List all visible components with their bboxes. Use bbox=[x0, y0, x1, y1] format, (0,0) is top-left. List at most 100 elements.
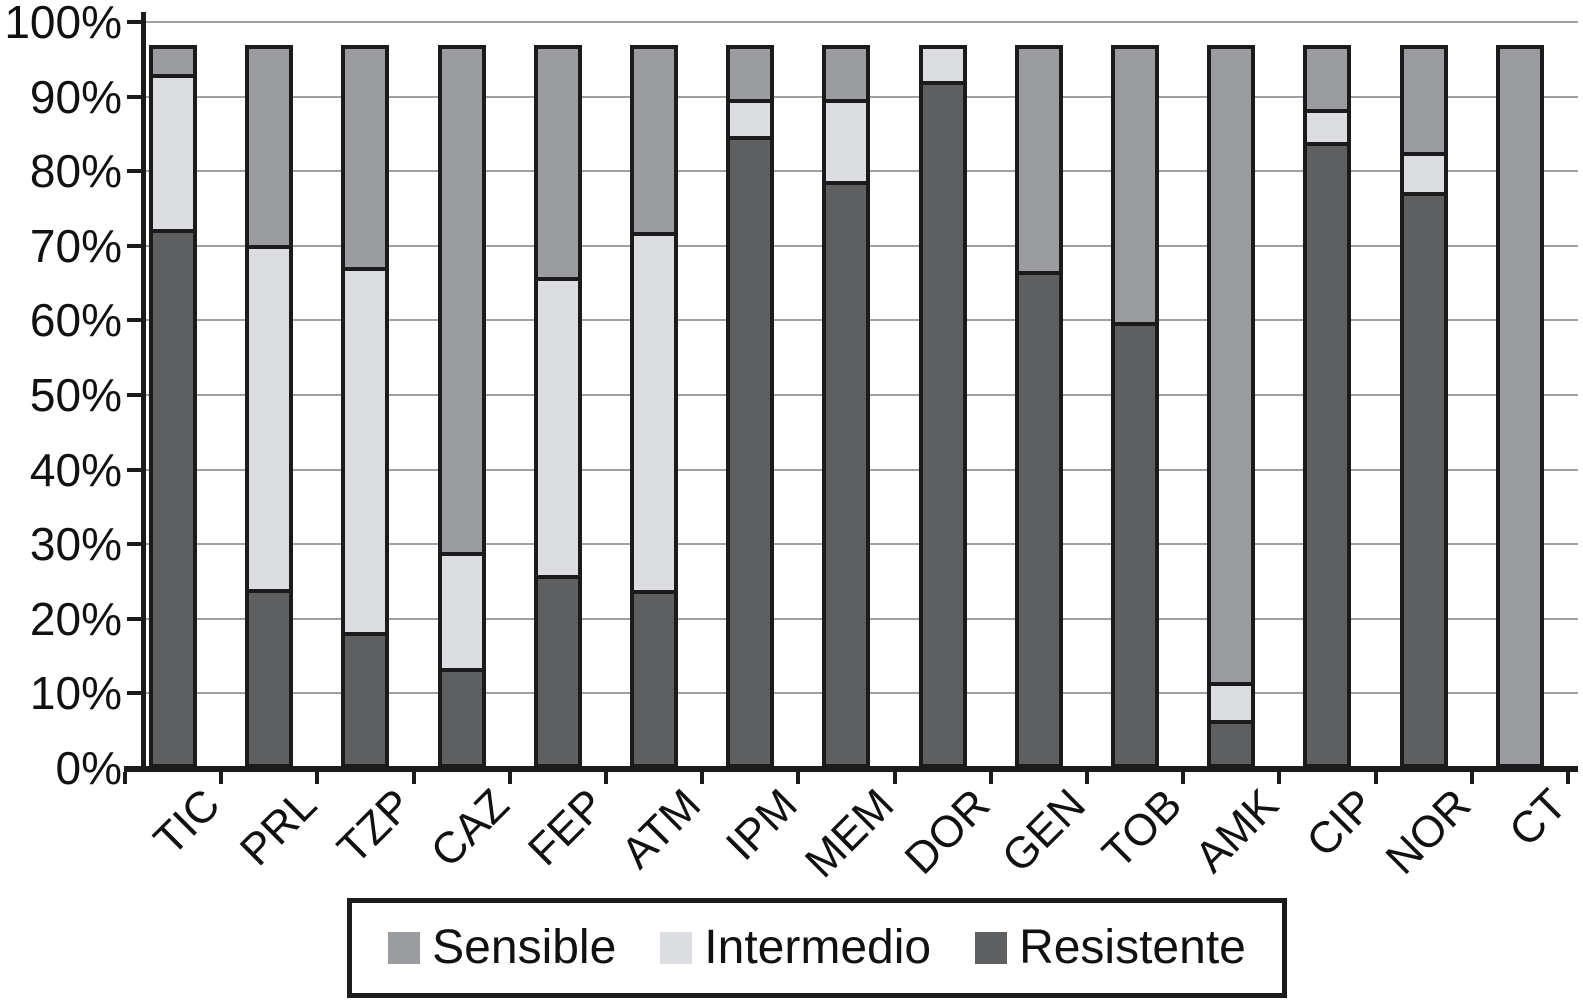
bar-CAZ bbox=[437, 45, 486, 768]
y-axis-tick bbox=[127, 318, 144, 323]
y-axis-label: 70% bbox=[29, 219, 122, 272]
bar-TOB bbox=[1111, 45, 1159, 768]
x-axis-label-FEP: FEP bbox=[519, 779, 615, 876]
bar-CAZ-intermedio-segment bbox=[441, 552, 482, 669]
y-axis-tick bbox=[127, 393, 144, 397]
bar-PRL-resistente-segment bbox=[249, 589, 290, 764]
x-axis-label-AMK: AMK bbox=[1185, 779, 1288, 882]
y-axis-tick bbox=[127, 20, 144, 24]
y-axis-tick bbox=[127, 616, 144, 621]
bar-AMK bbox=[1207, 45, 1256, 768]
y-axis-label: 0% bbox=[55, 742, 122, 794]
bar-MEM-intermedio-segment bbox=[826, 99, 867, 181]
bar-CIP-resistente-segment bbox=[1307, 142, 1348, 764]
x-axis-tick bbox=[700, 772, 705, 784]
bar-ATM-intermedio-segment bbox=[634, 231, 674, 591]
bar-TZP-sensible-segment bbox=[345, 49, 386, 268]
bar-MEM bbox=[822, 45, 871, 768]
x-axis-tick bbox=[315, 772, 320, 784]
x-axis-label-IPM: IPM bbox=[716, 779, 807, 870]
x-axis-label-DOR: DOR bbox=[895, 779, 1000, 884]
x-axis-tick bbox=[219, 772, 224, 784]
bar-TZP-intermedio-segment bbox=[345, 267, 386, 633]
x-axis-label-TZP: TZP bbox=[328, 779, 422, 874]
bar-GEN-sensible-segment bbox=[1018, 49, 1059, 272]
legend-item-sensible: Sensible bbox=[388, 924, 616, 972]
x-axis-tick bbox=[122, 772, 127, 784]
y-axis-label: 90% bbox=[29, 70, 122, 123]
x-axis-tick bbox=[603, 772, 608, 784]
bar-TIC-resistente-segment bbox=[153, 228, 193, 764]
x-axis-label-CT: CT bbox=[1500, 779, 1577, 857]
gridline-100 bbox=[143, 21, 1578, 23]
x-axis-tick bbox=[1084, 772, 1089, 784]
bar-GEN bbox=[1014, 45, 1063, 768]
x-axis-tick bbox=[1277, 772, 1282, 784]
y-axis-tick bbox=[127, 169, 144, 174]
y-axis-label: 100% bbox=[4, 0, 122, 48]
bar-NOR bbox=[1399, 45, 1448, 768]
legend-label-sensible: Sensible bbox=[432, 921, 617, 974]
x-axis-label-NOR: NOR bbox=[1376, 779, 1481, 884]
bar-CT bbox=[1495, 45, 1544, 768]
bar-IPM-intermedio-segment bbox=[730, 99, 771, 136]
bar-CAZ-sensible-segment bbox=[441, 49, 482, 553]
y-axis-label: 10% bbox=[29, 667, 122, 720]
y-axis-label: 30% bbox=[29, 518, 122, 571]
x-axis-tick bbox=[892, 772, 897, 784]
bar-MEM-sensible-segment bbox=[826, 49, 867, 100]
x-axis-tick bbox=[507, 772, 512, 784]
bar-ATM bbox=[630, 45, 678, 768]
x-axis-label-GEN: GEN bbox=[993, 779, 1096, 882]
bar-ATM-resistente-segment bbox=[634, 590, 674, 764]
x-axis-label-MEM: MEM bbox=[795, 779, 903, 888]
bar-FEP-sensible-segment bbox=[537, 49, 578, 277]
legend-label-intermedio: Intermedio bbox=[704, 921, 932, 974]
legend-label-resistente: Resistente bbox=[1019, 921, 1246, 974]
x-axis-tick bbox=[411, 772, 416, 784]
bar-TIC-sensible-segment bbox=[153, 49, 193, 74]
legend-swatch-resistente-icon bbox=[975, 932, 1008, 964]
y-axis-line bbox=[141, 12, 146, 772]
x-axis-label-PRL: PRL bbox=[230, 779, 326, 876]
bar-PRL-intermedio-segment bbox=[249, 245, 290, 590]
bar-TIC-intermedio-segment bbox=[153, 73, 193, 229]
bar-FEP-intermedio-segment bbox=[537, 276, 578, 575]
legend: Sensible Intermedio Resistente bbox=[347, 898, 1287, 998]
bar-CIP-intermedio-segment bbox=[1307, 108, 1348, 143]
legend-item-resistente: Resistente bbox=[975, 924, 1246, 972]
x-axis-tick bbox=[1565, 772, 1570, 784]
y-axis-tick bbox=[127, 243, 144, 248]
bar-IPM bbox=[726, 45, 775, 768]
y-axis-tick bbox=[127, 691, 144, 696]
x-axis-label-CAZ: CAZ bbox=[421, 779, 519, 877]
bar-NOR-resistente-segment bbox=[1403, 192, 1444, 764]
y-axis-label: 60% bbox=[29, 294, 122, 347]
y-axis-label: 20% bbox=[29, 592, 122, 645]
y-axis-label: 40% bbox=[29, 443, 122, 496]
x-axis-tick bbox=[1469, 772, 1474, 784]
bar-NOR-sensible-segment bbox=[1403, 49, 1444, 152]
y-axis-label: 80% bbox=[29, 145, 122, 198]
bar-IPM-sensible-segment bbox=[730, 49, 771, 100]
y-axis-tick bbox=[127, 467, 144, 472]
bar-NOR-intermedio-segment bbox=[1403, 151, 1444, 193]
bar-TIC bbox=[149, 45, 197, 768]
bar-AMK-sensible-segment bbox=[1211, 49, 1252, 682]
bar-TZP bbox=[341, 45, 390, 768]
x-axis-tick bbox=[1373, 772, 1378, 784]
bar-FEP-resistente-segment bbox=[537, 574, 578, 764]
bar-GEN-resistente-segment bbox=[1018, 271, 1059, 764]
bar-FEP bbox=[533, 45, 582, 768]
x-axis-label-TIC: TIC bbox=[144, 779, 230, 865]
x-axis-tick bbox=[796, 772, 801, 784]
bar-CIP bbox=[1303, 45, 1352, 768]
bar-DOR-intermedio-segment bbox=[922, 49, 963, 82]
bar-AMK-resistente-segment bbox=[1211, 719, 1252, 764]
x-axis-line bbox=[124, 766, 1578, 772]
bar-ATM-sensible-segment bbox=[634, 49, 674, 232]
y-axis-tick bbox=[127, 542, 144, 547]
legend-swatch-intermedio-icon bbox=[660, 932, 693, 964]
